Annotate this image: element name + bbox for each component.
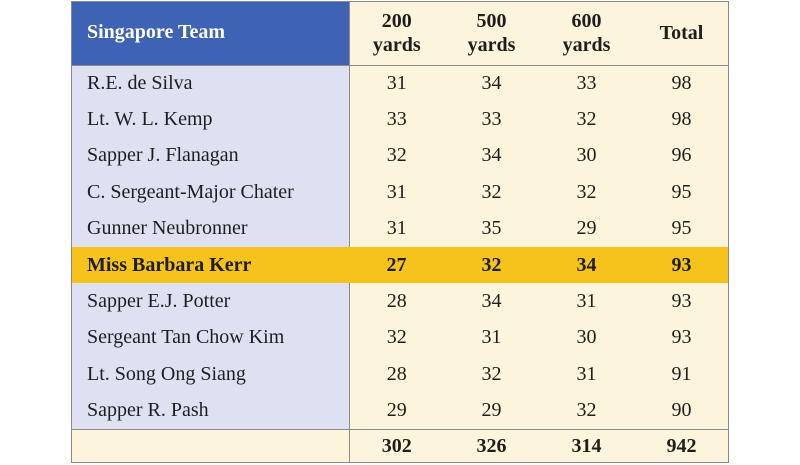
row-500: 32 (444, 246, 539, 284)
row-name: Lt. W. L. Kemp (71, 101, 350, 138)
header-600-yards-number: 600 (571, 9, 602, 32)
table-row: Sergeant Tan Chow Kim 32 31 30 93 (71, 319, 729, 357)
row-total: 91 (634, 356, 729, 393)
row-200: 33 (349, 101, 444, 138)
row-600: 32 (539, 101, 634, 138)
row-600: 30 (539, 319, 634, 357)
score-table: Singapore Team 200 yards 500 yards 600 y… (71, 1, 729, 463)
table-row: Gunner Neubronner 31 35 29 95 (71, 210, 729, 247)
row-total: 93 (634, 246, 729, 284)
row-600: 33 (539, 64, 634, 102)
table-row: Lt. W. L. Kemp 33 33 32 98 (71, 101, 729, 138)
row-200: 29 (349, 392, 444, 429)
header-team: Singapore Team (71, 1, 350, 65)
row-600: 29 (539, 210, 634, 247)
row-name: Lt. Song Ong Siang (71, 356, 350, 393)
table-row-highlighted: Miss Barbara Kerr 27 32 34 93 (71, 246, 729, 284)
row-600: 31 (539, 356, 634, 393)
row-500: 33 (444, 101, 539, 138)
row-500: 34 (444, 283, 539, 320)
total-500: 326 (444, 428, 539, 463)
row-name: Sapper R. Pash (71, 392, 350, 429)
header-500-yards: 500 yards (444, 1, 539, 65)
grand-total: 942 (634, 428, 729, 463)
row-total: 98 (634, 101, 729, 138)
row-600: 32 (539, 392, 634, 429)
table-row: Sapper J. Flanagan 32 34 30 96 (71, 137, 729, 175)
row-total: 93 (634, 319, 729, 357)
row-name: Gunner Neubronner (71, 210, 350, 247)
row-500: 32 (444, 356, 539, 393)
row-200: 32 (349, 137, 444, 175)
row-name: R.E. de Silva (71, 64, 350, 102)
table-row: C. Sergeant-Major Chater 31 32 32 95 (71, 174, 729, 211)
row-200: 27 (349, 246, 444, 284)
header-200-yards: 200 yards (349, 1, 444, 65)
row-name: Sapper J. Flanagan (71, 137, 350, 175)
header-total: Total (634, 1, 729, 65)
row-500: 31 (444, 319, 539, 357)
row-200: 28 (349, 356, 444, 393)
row-600: 32 (539, 174, 634, 211)
row-total: 96 (634, 137, 729, 175)
row-200: 31 (349, 174, 444, 211)
row-600: 34 (539, 246, 634, 284)
row-200: 31 (349, 64, 444, 102)
row-name: Miss Barbara Kerr (71, 246, 349, 284)
row-total: 95 (634, 174, 729, 211)
row-name: Sapper E.J. Potter (71, 283, 350, 320)
row-200: 28 (349, 283, 444, 320)
table-row: Lt. Song Ong Siang 28 32 31 91 (71, 356, 729, 393)
header-200-yards-number: 200 (381, 9, 412, 32)
header-500-yards-unit: yards (467, 33, 516, 56)
row-name: C. Sergeant-Major Chater (71, 174, 350, 211)
row-500: 34 (444, 64, 539, 102)
row-500: 32 (444, 174, 539, 211)
total-600: 314 (539, 428, 634, 463)
total-200: 302 (349, 428, 444, 463)
row-total: 95 (634, 210, 729, 247)
header-500-yards-number: 500 (476, 9, 507, 32)
header-600-yards-unit: yards (562, 33, 611, 56)
row-500: 35 (444, 210, 539, 247)
row-name: Sergeant Tan Chow Kim (71, 319, 350, 357)
row-total: 98 (634, 64, 729, 102)
row-200: 32 (349, 319, 444, 357)
table-row: Sapper E.J. Potter 28 34 31 93 (71, 283, 729, 320)
table-row: Sapper R. Pash 29 29 32 90 (71, 392, 729, 429)
totals-label-empty (71, 428, 350, 463)
row-600: 30 (539, 137, 634, 175)
row-total: 90 (634, 392, 729, 429)
header-600-yards: 600 yards (539, 1, 634, 65)
row-600: 31 (539, 283, 634, 320)
table-row: R.E. de Silva 31 34 33 98 (71, 64, 729, 102)
row-200: 31 (349, 210, 444, 247)
row-total: 93 (634, 283, 729, 320)
totals-row: 302 326 314 942 (71, 428, 729, 463)
row-500: 29 (444, 392, 539, 429)
header-row: Singapore Team 200 yards 500 yards 600 y… (71, 1, 729, 65)
row-500: 34 (444, 137, 539, 175)
header-200-yards-unit: yards (372, 33, 421, 56)
score-table-container: Singapore Team 200 yards 500 yards 600 y… (71, 1, 729, 463)
